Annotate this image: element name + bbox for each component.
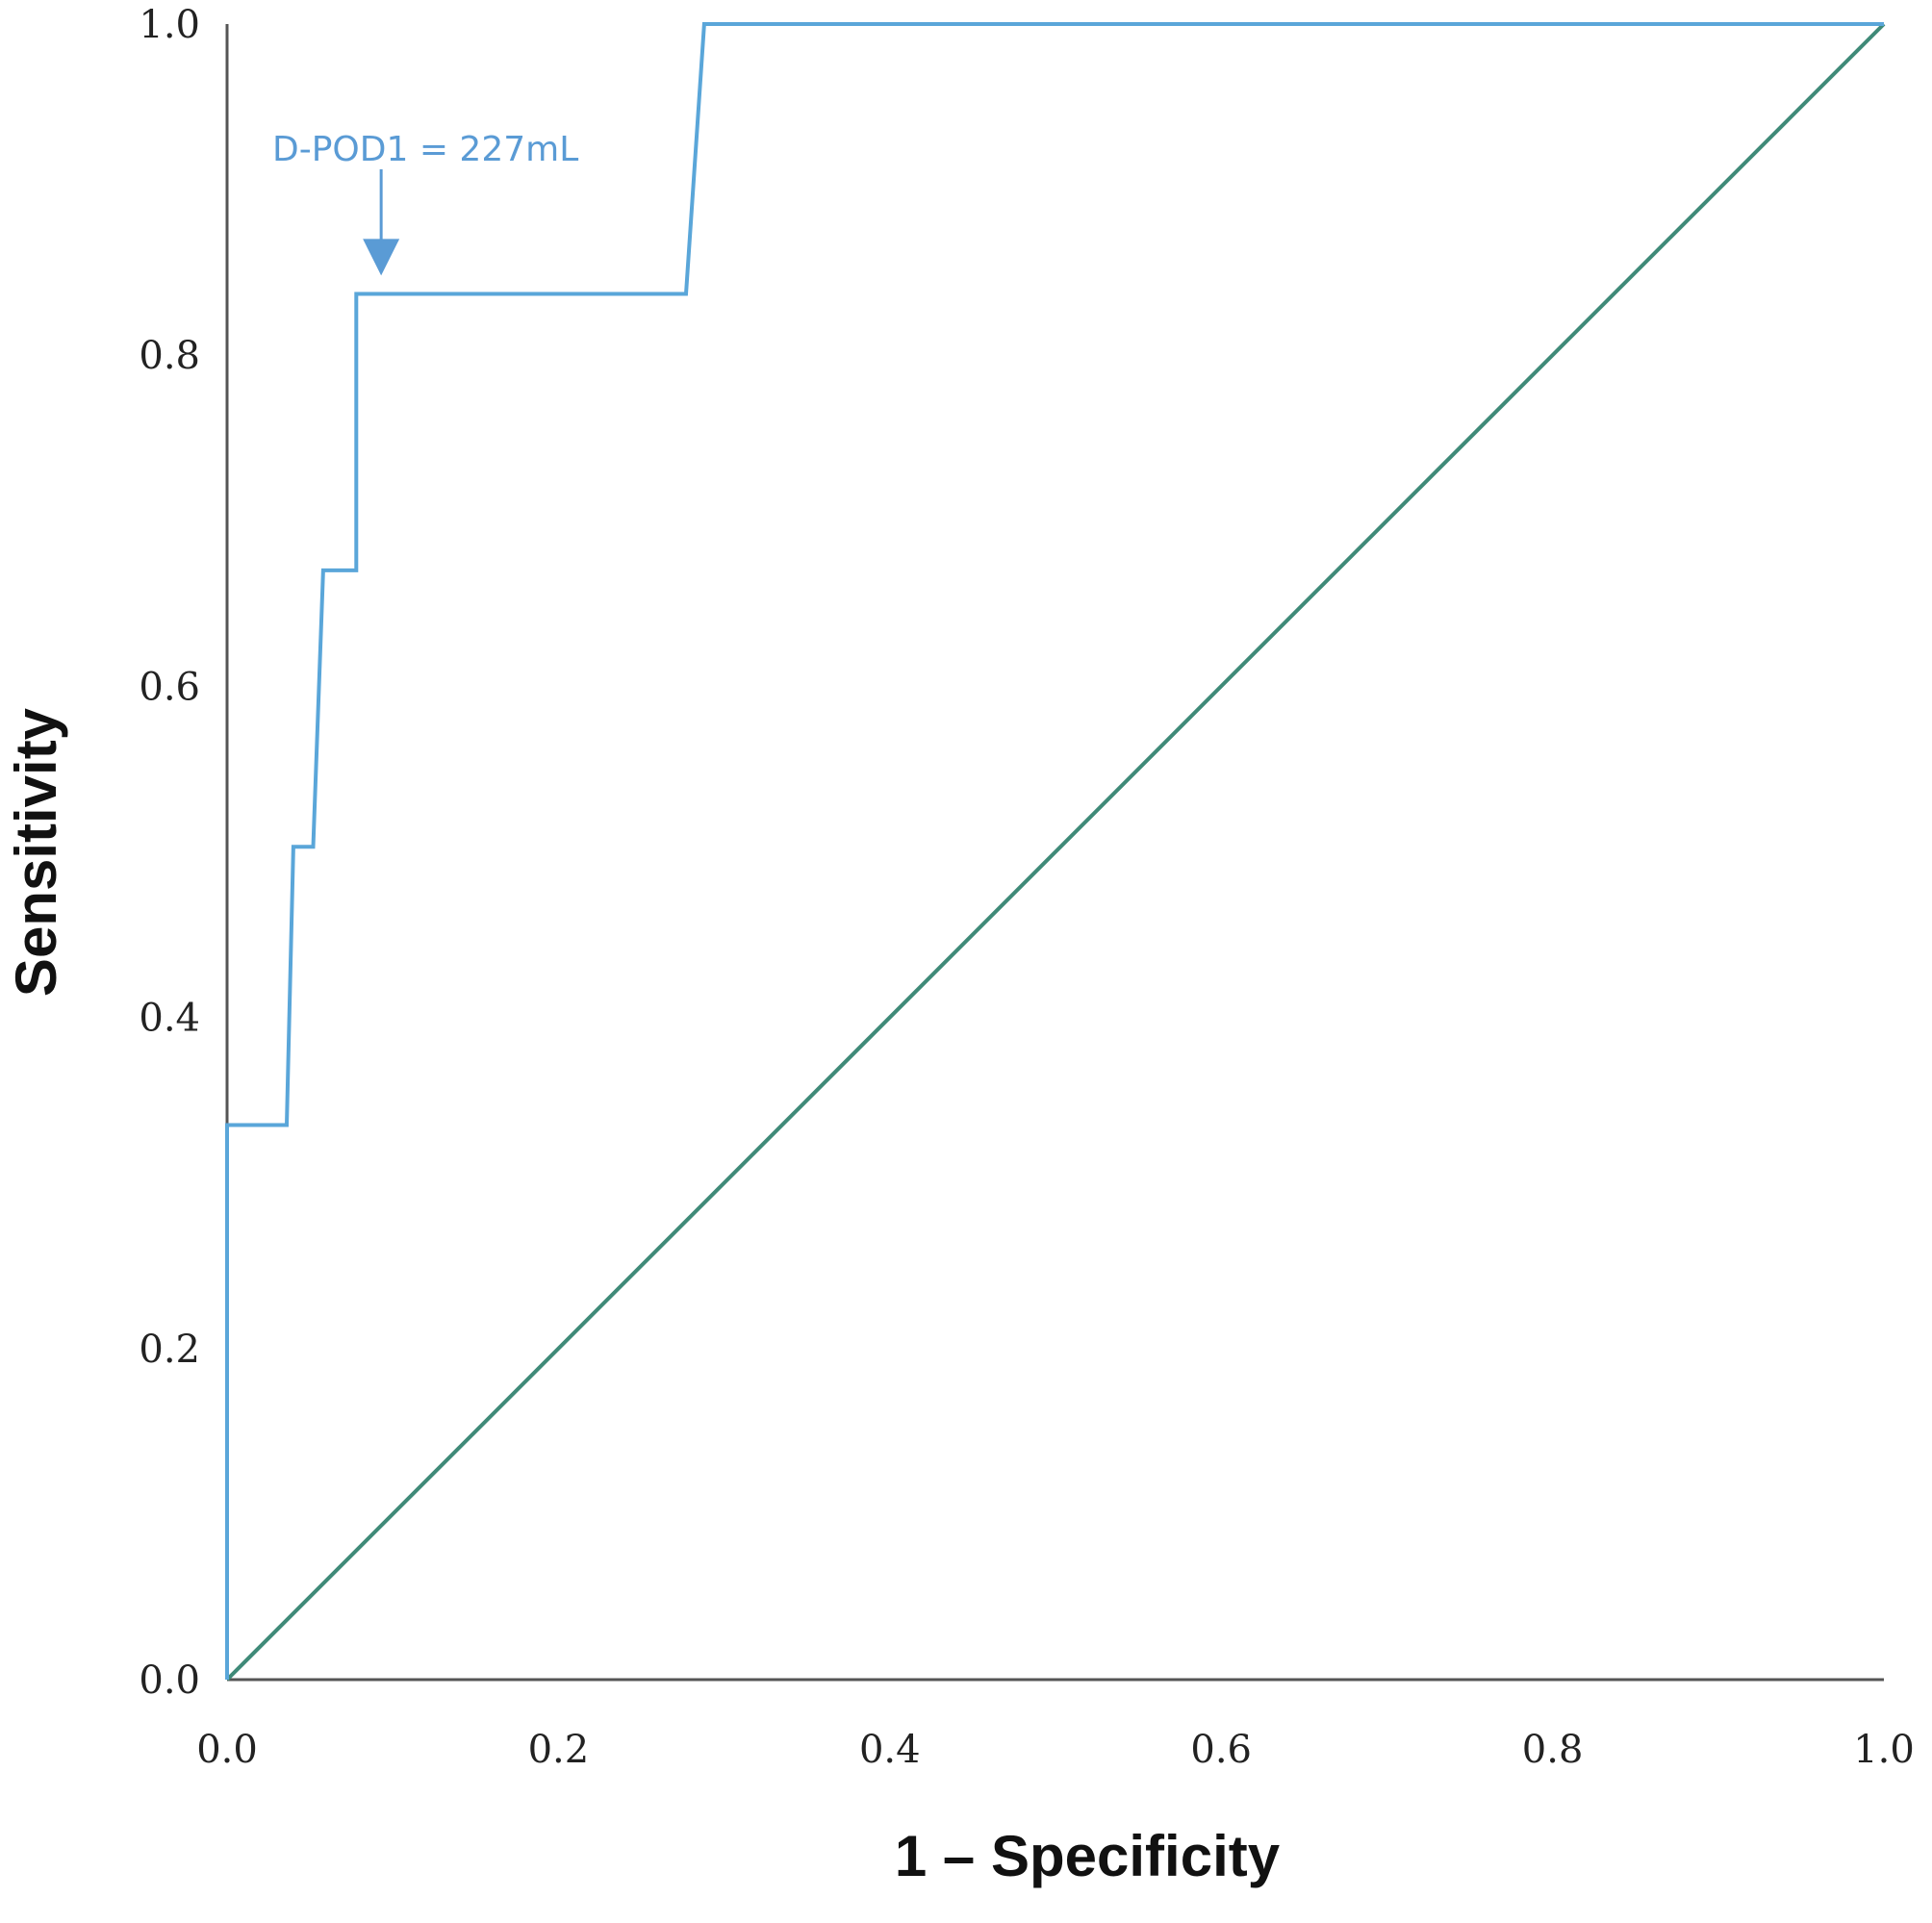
y-tick-label: 1.0 [139,3,200,47]
x-tick-label: 0.2 [528,1728,590,1772]
annotation-arrow-head-icon [363,239,400,276]
y-tick-label: 0.0 [139,1658,200,1703]
x-tick-label: 0.6 [1190,1728,1252,1772]
y-tick-label: 0.6 [139,665,200,709]
y-tick-labels: 0.0 0.2 0.4 0.6 0.8 1.0 [139,3,200,1703]
roc-curve-line [225,22,1884,1680]
x-tick-label: 0.8 [1522,1728,1584,1772]
reference-diagonal-line [225,22,1886,1682]
annotation-label: D-POD1 = 227mL [272,130,578,169]
series-layer [225,22,1886,1682]
x-tick-label: 1.0 [1853,1728,1915,1772]
x-tick-label: 0.4 [859,1728,921,1772]
y-tick-label: 0.4 [139,997,200,1041]
annotation-layer: D-POD1 = 227mL [272,130,578,276]
x-tick-label: 0.0 [196,1728,258,1772]
x-tick-labels: 0.0 0.2 0.4 0.6 0.8 1.0 [196,1728,1915,1772]
y-tick-label: 0.8 [139,334,200,378]
y-axis-title: Sensitivity [4,707,68,997]
y-tick-label: 0.2 [139,1328,200,1372]
x-axis-title: 1 – Specificity [895,1824,1281,1888]
